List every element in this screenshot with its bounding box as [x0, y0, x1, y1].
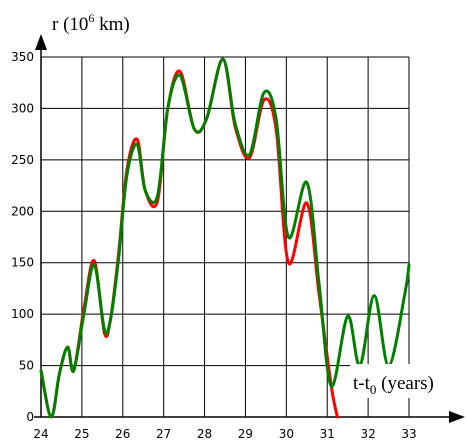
- x-tick-label: 27: [156, 427, 171, 441]
- x-tick-label: 31: [320, 427, 335, 441]
- x-axis-arrow: [449, 411, 465, 423]
- x-axis-title: t-t0 (years): [353, 373, 434, 397]
- tick-labels: 24 25 26 27 28 29 30 31 32 33 0 50 100 150 200 250 300 35…: [11, 50, 417, 441]
- x-tick-label: 29: [238, 427, 253, 441]
- series-line-green: [39, 57, 411, 419]
- y-axis-title: r (106 km): [52, 11, 130, 35]
- x-tick-label: 26: [115, 427, 130, 441]
- y-tick-label: 200: [11, 204, 34, 218]
- x-tick-label: 25: [74, 427, 89, 441]
- y-axis-arrow: [35, 34, 47, 50]
- axes: [34, 34, 465, 423]
- y-tick-label: 300: [11, 101, 34, 115]
- y-tick-label: 100: [11, 307, 34, 321]
- y-tick-label: 250: [11, 153, 34, 167]
- x-tick-label: 24: [33, 427, 48, 441]
- x-tick-label: 32: [360, 427, 375, 441]
- y-tick-label: 50: [19, 359, 34, 373]
- x-tick-label: 28: [197, 427, 212, 441]
- x-axis-title-bg: [350, 364, 464, 398]
- x-tick-label: 30: [279, 427, 294, 441]
- y-tick-label: 350: [11, 50, 34, 64]
- y-tick-label: 150: [11, 256, 34, 270]
- series-layer: [39, 57, 411, 419]
- x-tick-label: 33: [401, 427, 416, 441]
- y-tick-label: 0: [26, 410, 34, 424]
